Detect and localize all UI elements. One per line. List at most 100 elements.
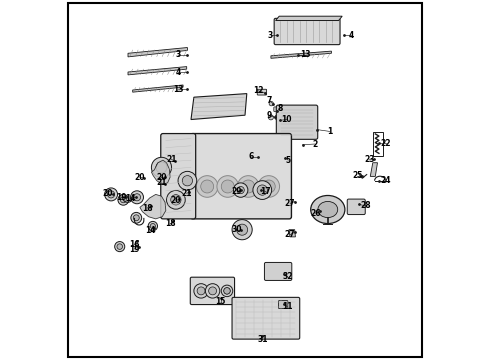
Text: 14: 14 xyxy=(146,226,156,235)
Text: 27: 27 xyxy=(285,230,295,239)
Text: 20: 20 xyxy=(156,173,167,182)
Text: 15: 15 xyxy=(215,297,226,306)
Text: 27: 27 xyxy=(285,199,295,208)
Polygon shape xyxy=(140,194,166,219)
Text: 3: 3 xyxy=(268,31,273,40)
Text: 30: 30 xyxy=(232,225,243,234)
Text: 5: 5 xyxy=(286,156,291,165)
FancyBboxPatch shape xyxy=(190,277,235,305)
Text: 13: 13 xyxy=(300,50,311,59)
Polygon shape xyxy=(289,230,295,237)
Circle shape xyxy=(221,180,234,193)
Circle shape xyxy=(238,176,259,197)
Text: 21: 21 xyxy=(156,179,167,188)
Text: 2: 2 xyxy=(313,140,318,149)
Text: 24: 24 xyxy=(381,176,392,185)
FancyBboxPatch shape xyxy=(253,143,274,148)
Ellipse shape xyxy=(318,202,338,217)
Polygon shape xyxy=(128,67,187,75)
Text: 14: 14 xyxy=(125,194,136,203)
Text: 21: 21 xyxy=(181,189,192,198)
Text: 21: 21 xyxy=(166,155,176,163)
Circle shape xyxy=(275,115,280,120)
Circle shape xyxy=(148,221,157,231)
Circle shape xyxy=(242,180,255,193)
Circle shape xyxy=(258,176,280,197)
Circle shape xyxy=(115,242,125,252)
Circle shape xyxy=(117,244,122,249)
Circle shape xyxy=(121,197,126,203)
Circle shape xyxy=(194,284,208,298)
Circle shape xyxy=(133,215,139,221)
Circle shape xyxy=(133,194,141,201)
FancyBboxPatch shape xyxy=(278,301,288,309)
Text: 12: 12 xyxy=(253,86,263,95)
Circle shape xyxy=(224,288,230,294)
Polygon shape xyxy=(191,94,247,120)
Circle shape xyxy=(151,157,172,177)
Circle shape xyxy=(205,284,220,298)
Circle shape xyxy=(209,287,217,295)
Text: 8: 8 xyxy=(278,104,283,113)
Polygon shape xyxy=(271,51,331,58)
FancyBboxPatch shape xyxy=(265,262,292,280)
Circle shape xyxy=(232,220,252,240)
Circle shape xyxy=(253,181,271,199)
Circle shape xyxy=(104,188,118,201)
FancyBboxPatch shape xyxy=(161,134,196,219)
Circle shape xyxy=(150,224,155,229)
Ellipse shape xyxy=(311,195,345,224)
Text: 23: 23 xyxy=(364,155,374,163)
Text: 4: 4 xyxy=(348,31,354,40)
Circle shape xyxy=(167,190,185,209)
Text: 32: 32 xyxy=(282,272,293,281)
FancyBboxPatch shape xyxy=(347,199,365,215)
Circle shape xyxy=(118,194,129,205)
Text: 18: 18 xyxy=(165,220,175,229)
FancyBboxPatch shape xyxy=(232,297,300,339)
FancyBboxPatch shape xyxy=(257,89,267,95)
Text: 17: 17 xyxy=(261,187,271,196)
Circle shape xyxy=(107,191,115,198)
Polygon shape xyxy=(133,85,183,92)
Polygon shape xyxy=(275,16,342,21)
Circle shape xyxy=(255,155,260,160)
FancyBboxPatch shape xyxy=(276,105,318,139)
Circle shape xyxy=(233,183,248,197)
Circle shape xyxy=(171,195,181,205)
Text: 1: 1 xyxy=(327,127,332,136)
Text: 20: 20 xyxy=(171,197,181,205)
FancyBboxPatch shape xyxy=(274,107,282,112)
Circle shape xyxy=(217,176,239,197)
Text: 16: 16 xyxy=(129,240,139,249)
Text: 29: 29 xyxy=(232,187,243,196)
Circle shape xyxy=(237,186,245,194)
Text: 19: 19 xyxy=(117,193,127,202)
Text: 10: 10 xyxy=(282,115,292,124)
Circle shape xyxy=(201,180,214,193)
Circle shape xyxy=(221,285,233,297)
Text: 26: 26 xyxy=(310,209,320,217)
Circle shape xyxy=(130,191,144,204)
FancyBboxPatch shape xyxy=(274,18,340,45)
Circle shape xyxy=(178,171,197,190)
Text: 3: 3 xyxy=(176,50,181,59)
Circle shape xyxy=(156,162,167,173)
Circle shape xyxy=(237,224,247,235)
Text: 18: 18 xyxy=(142,204,152,212)
Circle shape xyxy=(269,102,273,106)
Text: 20: 20 xyxy=(135,173,145,182)
Text: 25: 25 xyxy=(352,171,363,180)
Polygon shape xyxy=(128,48,187,57)
Circle shape xyxy=(282,157,288,163)
Circle shape xyxy=(182,176,193,186)
Text: 11: 11 xyxy=(282,302,293,311)
Circle shape xyxy=(269,115,273,120)
Circle shape xyxy=(224,288,230,294)
Text: 31: 31 xyxy=(257,335,268,343)
Text: 4: 4 xyxy=(176,68,181,77)
Circle shape xyxy=(196,176,218,197)
Polygon shape xyxy=(151,160,170,184)
FancyBboxPatch shape xyxy=(191,134,292,219)
Text: 6: 6 xyxy=(249,152,254,161)
